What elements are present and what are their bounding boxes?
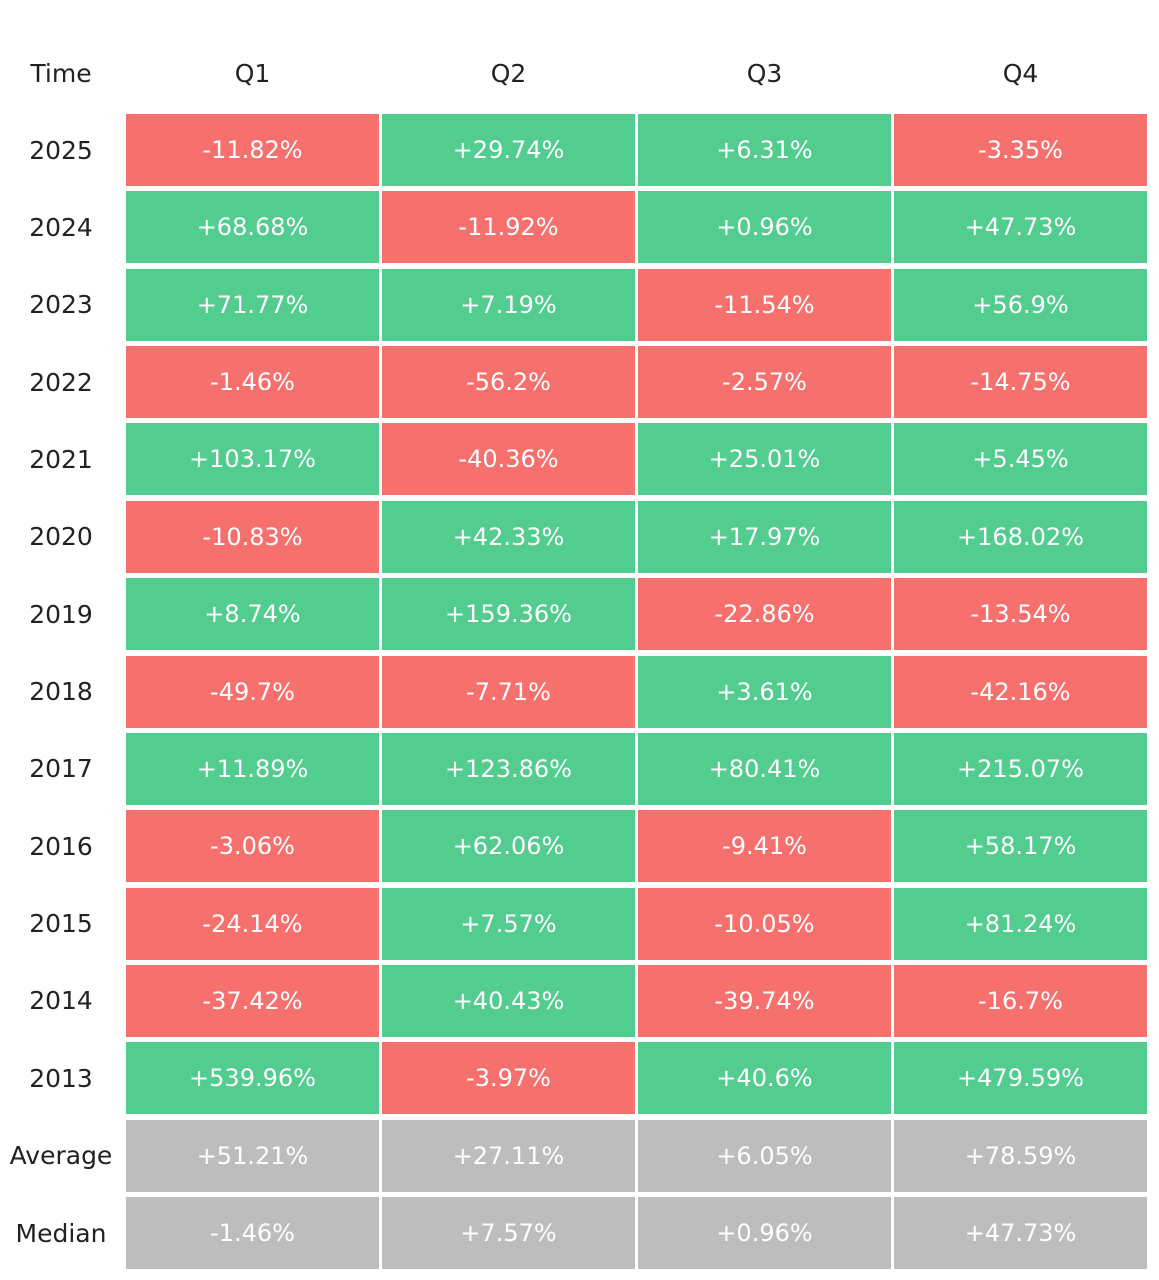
value-cell: -16.7% (894, 964, 1147, 1037)
value-cell: -10.83% (126, 500, 379, 573)
value-cell: -22.86% (638, 578, 891, 651)
value-cell: -10.05% (638, 887, 891, 960)
value-cell: -3.06% (126, 810, 379, 883)
value-cell: +78.59% (894, 1119, 1147, 1192)
row-label: 2018 (29, 677, 93, 707)
value-cell: +8.74% (126, 578, 379, 651)
row-label: Median (15, 1218, 107, 1248)
value-cell: +215.07% (894, 732, 1147, 805)
row-label: 2017 (29, 754, 93, 784)
value-cell: +6.05% (638, 1119, 891, 1192)
value-cell: +539.96% (126, 1042, 379, 1115)
value-cell: -40.36% (382, 423, 635, 496)
value-cell: +3.61% (638, 655, 891, 728)
value-cell: +0.96% (638, 191, 891, 264)
value-cell: -39.74% (638, 964, 891, 1037)
value-cell: -3.97% (382, 1042, 635, 1115)
value-cell: +7.19% (382, 268, 635, 341)
value-cell: -56.2% (382, 346, 635, 419)
row-label: Average (9, 1141, 113, 1171)
column-header: Q4 (1002, 58, 1039, 88)
value-cell: +17.97% (638, 500, 891, 573)
value-cell: -14.75% (894, 346, 1147, 419)
value-cell: -1.46% (126, 346, 379, 419)
value-cell: +0.96% (638, 1197, 891, 1270)
value-cell: +81.24% (894, 887, 1147, 960)
column-header: Q3 (746, 58, 783, 88)
value-cell: -9.41% (638, 810, 891, 883)
row-label: 2013 (29, 1063, 93, 1093)
column-header: Time (30, 58, 92, 88)
value-cell: +27.11% (382, 1119, 635, 1192)
value-cell: +40.6% (638, 1042, 891, 1115)
value-cell: +40.43% (382, 964, 635, 1037)
value-cell: -37.42% (126, 964, 379, 1037)
row-label: 2021 (29, 444, 93, 474)
value-cell: +159.36% (382, 578, 635, 651)
row-label: 2020 (29, 522, 93, 552)
row-label: 2016 (29, 831, 93, 861)
value-cell: +71.77% (126, 268, 379, 341)
value-cell: +42.33% (382, 500, 635, 573)
row-label: 2022 (29, 367, 93, 397)
value-cell: -11.92% (382, 191, 635, 264)
value-cell: -1.46% (126, 1197, 379, 1270)
value-cell: -3.35% (894, 114, 1147, 186)
value-cell: -2.57% (638, 346, 891, 419)
value-cell: -7.71% (382, 655, 635, 728)
row-label: 2024 (29, 212, 93, 242)
column-header: Q1 (234, 58, 271, 88)
value-cell: -11.54% (638, 268, 891, 341)
value-cell: +56.9% (894, 268, 1147, 341)
value-cell: +51.21% (126, 1119, 379, 1192)
row-label: 2014 (29, 986, 93, 1016)
value-cell: +168.02% (894, 500, 1147, 573)
row-label: 2015 (29, 909, 93, 939)
value-cell: +7.57% (382, 1197, 635, 1270)
value-cell: +58.17% (894, 810, 1147, 883)
value-cell: -42.16% (894, 655, 1147, 728)
value-cell: -49.7% (126, 655, 379, 728)
value-cell: +6.31% (638, 114, 891, 186)
row-label: 2023 (29, 290, 93, 320)
value-cell: +25.01% (638, 423, 891, 496)
row-label: 2025 (29, 135, 93, 165)
value-cell: -24.14% (126, 887, 379, 960)
value-cell: +47.73% (894, 1197, 1147, 1270)
value-cell: +11.89% (126, 732, 379, 805)
value-cell: +123.86% (382, 732, 635, 805)
value-cell: +80.41% (638, 732, 891, 805)
row-label: 2019 (29, 599, 93, 629)
value-cell: +103.17% (126, 423, 379, 496)
value-cell: -11.82% (126, 114, 379, 186)
column-header: Q2 (490, 58, 527, 88)
value-cell: +7.57% (382, 887, 635, 960)
value-cell: +62.06% (382, 810, 635, 883)
value-cell: +68.68% (126, 191, 379, 264)
value-cell: +5.45% (894, 423, 1147, 496)
value-cell: +479.59% (894, 1042, 1147, 1115)
value-cell: +29.74% (382, 114, 635, 186)
value-cell: -13.54% (894, 578, 1147, 651)
value-cell: +47.73% (894, 191, 1147, 264)
